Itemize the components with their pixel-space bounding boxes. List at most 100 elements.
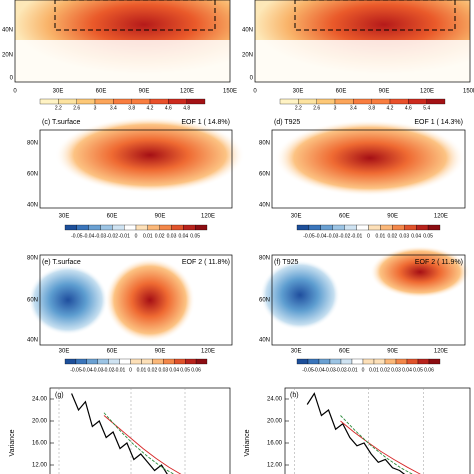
lon-label: 60E (336, 89, 347, 95)
map-a (14, 0, 231, 83)
colorbar-cell (163, 358, 175, 365)
colorbar-cell (86, 358, 98, 365)
colorbar-cell (186, 98, 206, 105)
map-c (39, 117, 245, 209)
lat-label: 40N (27, 338, 38, 344)
colorbar-cell (368, 224, 381, 231)
colorbar-label: 0 (135, 233, 138, 239)
colorbar-cell (168, 98, 187, 105)
colorbar-label: -0.04 (83, 233, 95, 239)
colorbar-cell (384, 358, 397, 365)
colorbar-label: -0.03 (327, 233, 339, 239)
panel-subtitle: EOF 1 ( 14.8%) (181, 119, 230, 126)
colorbar-cell (174, 358, 186, 365)
colorbar-label: -0.01 (114, 367, 126, 373)
colorbar-label: -0.03 (92, 367, 104, 373)
colorbar-cell (320, 224, 333, 231)
colorbar-cell (340, 358, 353, 365)
colorbar-cell (113, 98, 132, 105)
colorbar-cell (389, 98, 409, 105)
colorbar-cell (353, 98, 372, 105)
colorbar-label: 0.05 (423, 233, 433, 239)
map-e (28, 254, 233, 346)
lat-label: 0 (250, 76, 254, 82)
colorbar-cell (131, 98, 151, 105)
colorbar-label: 5.4 (423, 105, 430, 111)
panel-subtitle: EOF 1 ( 14.3%) (414, 119, 463, 126)
colorbar-cell (279, 98, 299, 105)
colorbar-label: 0.01 (143, 233, 153, 239)
lat-label: 40N (259, 338, 270, 344)
panel-label: (h) (290, 392, 299, 399)
series-line (103, 415, 182, 474)
colorbar-cell (185, 358, 197, 365)
lon-label: 120E (434, 214, 448, 220)
colorbar-label: 0.03 (158, 367, 168, 373)
panel-subtitle: EOF 2 ( 11.8%) (182, 259, 230, 266)
colorbar-label: 0.04 (178, 233, 188, 239)
lon-label: 30E (291, 214, 302, 220)
axes-h (284, 387, 471, 474)
colorbar-cell (373, 358, 386, 365)
colorbar-label: 0.01 (369, 367, 379, 373)
lat-label: 80N (259, 141, 270, 147)
colorbar-cell (64, 358, 77, 365)
lat-label: 80N (27, 141, 38, 147)
series-line (71, 393, 168, 474)
colorbar-label: -0.01 (118, 233, 130, 239)
colorbar-label: 4.6 (405, 105, 412, 111)
lon-label: 90E (387, 349, 398, 355)
lon-label: 30E (291, 349, 302, 355)
colorbar-cell (427, 224, 441, 231)
lon-label: 60E (107, 349, 118, 355)
colorbar-label: 3 (334, 105, 337, 111)
colorbar-label: 0.03 (391, 367, 401, 373)
colorbar-cell (308, 224, 321, 231)
colorbar-cell (195, 358, 208, 365)
colorbar-label: -0.04 (315, 233, 327, 239)
colorbar-label: 0.05 (190, 233, 200, 239)
colorbar-label: 2.6 (73, 105, 80, 111)
colorbar-label: 0.02 (155, 233, 165, 239)
lon-label: 90E (155, 214, 166, 220)
colorbar-cell (356, 224, 369, 231)
lat-label: 60N (259, 298, 270, 304)
panel-title: (c) T.surface (42, 119, 80, 126)
colorbar-cell (112, 224, 125, 231)
colorbar-label: -0.03 (324, 367, 336, 373)
lat-label: 20N (2, 53, 13, 59)
colorbar-cell (392, 224, 405, 231)
colorbar-cell (171, 224, 184, 231)
colorbar-cell (316, 98, 336, 105)
colorbar-cell (75, 358, 87, 365)
lon-label: 30E (293, 89, 304, 95)
colorbar-cell (380, 224, 393, 231)
colorbar-cell (130, 358, 142, 365)
colorbar-label: 3.4 (110, 105, 117, 111)
colorbar-label: -0.05 (71, 233, 83, 239)
colorbar-label: 3.8 (368, 105, 375, 111)
colorbar-cell (334, 98, 354, 105)
axes-g (49, 387, 231, 474)
colorbar-cell (406, 358, 419, 365)
lon-label: 150E (223, 89, 237, 95)
colorbar-label: -0.05 (302, 367, 314, 373)
colorbar-cell (329, 358, 342, 365)
colorbar-label: -0.01 (351, 233, 363, 239)
colorbar-cell (124, 224, 137, 231)
map-f (260, 246, 470, 346)
lon-label: 60E (339, 214, 350, 220)
lat-label: 40N (259, 203, 270, 209)
colorbar-label: -0.04 (313, 367, 325, 373)
y-tick-label: 24.00 (32, 397, 48, 403)
colorbar-label: 0 (362, 367, 365, 373)
y-axis-label: Variance (9, 429, 16, 456)
lon-label: 30E (59, 349, 70, 355)
colorbar-cell (159, 224, 172, 231)
colorbar-label: 0 (367, 233, 370, 239)
colorbar-label: 4.2 (147, 105, 154, 111)
colorbar-label: 2.2 (295, 105, 302, 111)
colorbar-cell (39, 98, 59, 105)
y-tick-label: 16.00 (267, 441, 283, 447)
colorbar-cell (416, 224, 429, 231)
